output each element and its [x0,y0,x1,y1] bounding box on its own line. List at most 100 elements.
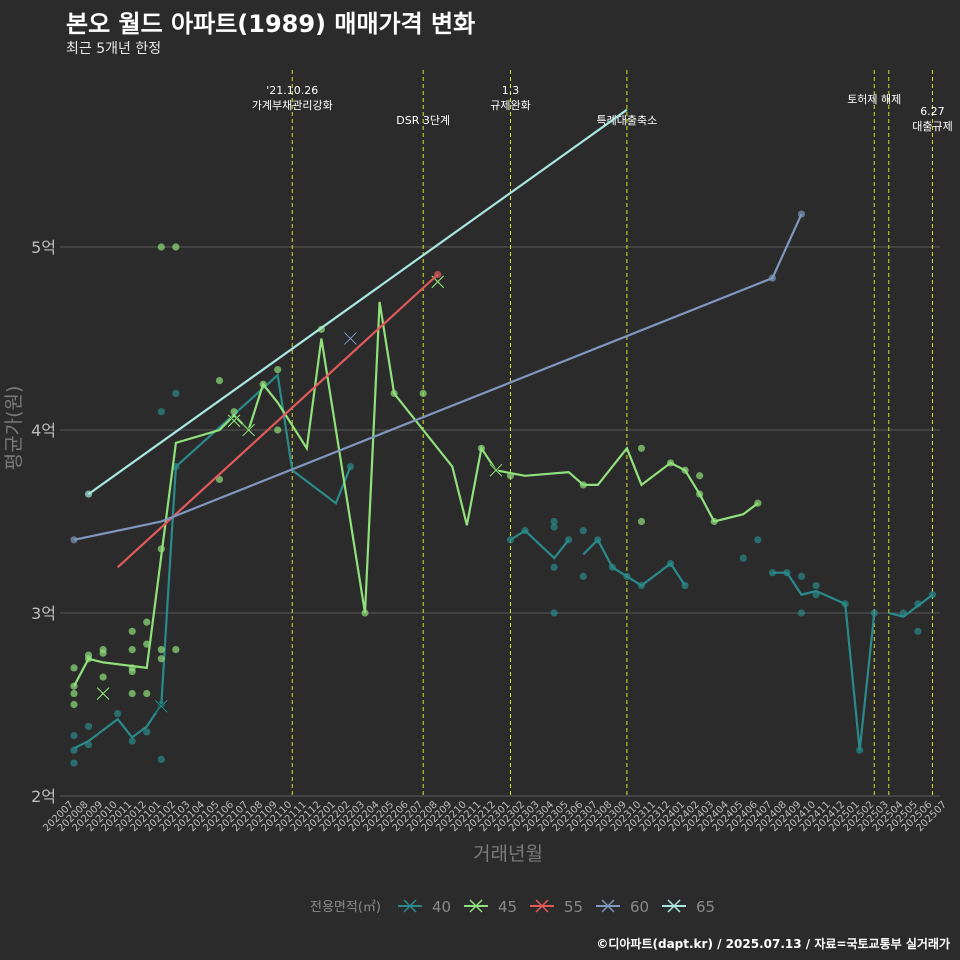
data-point-45 [70,689,78,698]
data-point-45 [157,646,165,654]
legend-label: 45 [498,898,517,916]
data-point-40 [681,581,689,590]
data-point-45 [157,545,165,553]
event-label: 대출규제 [912,120,952,133]
data-point-65 [84,490,93,498]
y-tick-label: 2억 [31,787,56,806]
data-point-40 [637,581,646,590]
event-label: DSR 3단계 [396,114,450,127]
legend-label: 65 [696,898,715,916]
data-point-45 [143,689,151,698]
data-point-40 [114,710,122,718]
legend-item-40: 40 [398,898,451,916]
data-point-40 [172,389,180,397]
data-point-40 [84,722,93,731]
legend-label: 60 [630,898,649,916]
cross-marker-45 [489,463,503,477]
data-point-40 [70,746,78,754]
data-point-45 [215,376,224,385]
legend: 전용면적(㎡) 40 45 55 60 65 [310,898,715,916]
data-point-40 [856,746,864,754]
data-point-45 [172,243,180,251]
legend-title: 전용면적(㎡) [310,900,381,915]
data-point-40 [157,408,165,416]
data-point-45 [215,475,224,484]
data-point-40 [550,609,558,617]
data-point-45 [99,673,107,681]
data-point-45 [157,243,165,251]
data-point-45 [259,380,267,388]
event-label: '21.10.26 [266,84,318,97]
data-point-40 [797,609,806,617]
data-point-45 [696,490,704,498]
data-point-45 [666,459,675,467]
event-label: 6.27 [920,105,945,118]
y-tick-label: 3억 [31,604,56,623]
data-point-40 [608,563,616,571]
data-point-40 [157,755,165,764]
data-point-40 [579,572,587,581]
data-point-45 [274,366,282,374]
data-point-45 [157,655,165,663]
data-point-60 [768,274,777,282]
data-point-45 [419,389,427,397]
y-axis-title: 평균가(원) [3,386,25,471]
data-point-45 [84,651,93,659]
data-point-45 [506,472,515,480]
data-point-40 [128,737,136,745]
data-point-40 [812,581,820,590]
data-point-45 [754,499,762,507]
series-line-60 [73,213,803,541]
data-point-40 [666,559,675,568]
data-point-40 [84,741,93,749]
legend-label: 55 [564,898,583,916]
data-point-40 [914,600,922,608]
y-tick-label: 5억 [31,238,56,257]
chart-title: 본오 월드 아파트(1989) 매매가격 변화 [66,10,476,38]
data-point-60 [797,210,806,218]
data-point-40 [768,569,777,577]
event-label: 규제완화 [490,99,530,112]
data-point-45 [143,618,151,626]
data-point-45 [143,640,151,648]
data-point-45 [390,389,398,397]
data-point-45 [361,609,369,617]
data-point-40 [143,728,151,736]
data-point-45 [274,426,282,434]
series-line-45 [73,301,759,687]
chart-subtitle: 최근 5개년 한정 [66,41,162,57]
data-point-40 [70,732,78,740]
series-line-55 [116,273,439,569]
data-point-55 [434,270,442,279]
x-axis-title: 거래년월 [473,843,543,865]
data-point-40 [623,572,631,581]
data-point-40 [521,527,529,535]
data-point-45 [579,481,587,489]
data-point-45 [128,689,136,698]
data-point-45 [128,627,136,635]
cross-marker-60 [343,331,358,346]
legend-label: 40 [432,898,451,916]
data-point-40 [157,700,165,709]
data-point-40 [550,563,558,571]
series-line-40 [73,372,934,751]
event-label: 가계부채관리강화 [252,99,333,112]
data-point-40 [739,554,747,562]
source-footer: ©디아파트(dapt.kr) / 2025.07.13 / 자료=국토교통부 실… [596,937,950,951]
event-label: 1.3 [502,84,520,97]
data-point-40 [579,527,587,535]
data-point-40 [870,609,878,617]
data-point-45 [128,664,136,672]
data-point-45 [637,517,646,526]
data-point-60 [70,536,78,544]
event-label: 특례대출축소 [597,114,658,127]
data-point-45 [70,664,78,672]
data-point-45 [477,444,485,452]
data-point-40 [754,536,762,544]
data-point-40 [565,536,573,544]
data-point-45 [70,682,78,690]
y-tick-label: 4억 [31,421,56,440]
cross-marker-40 [154,699,169,714]
data-point-45 [128,646,136,654]
